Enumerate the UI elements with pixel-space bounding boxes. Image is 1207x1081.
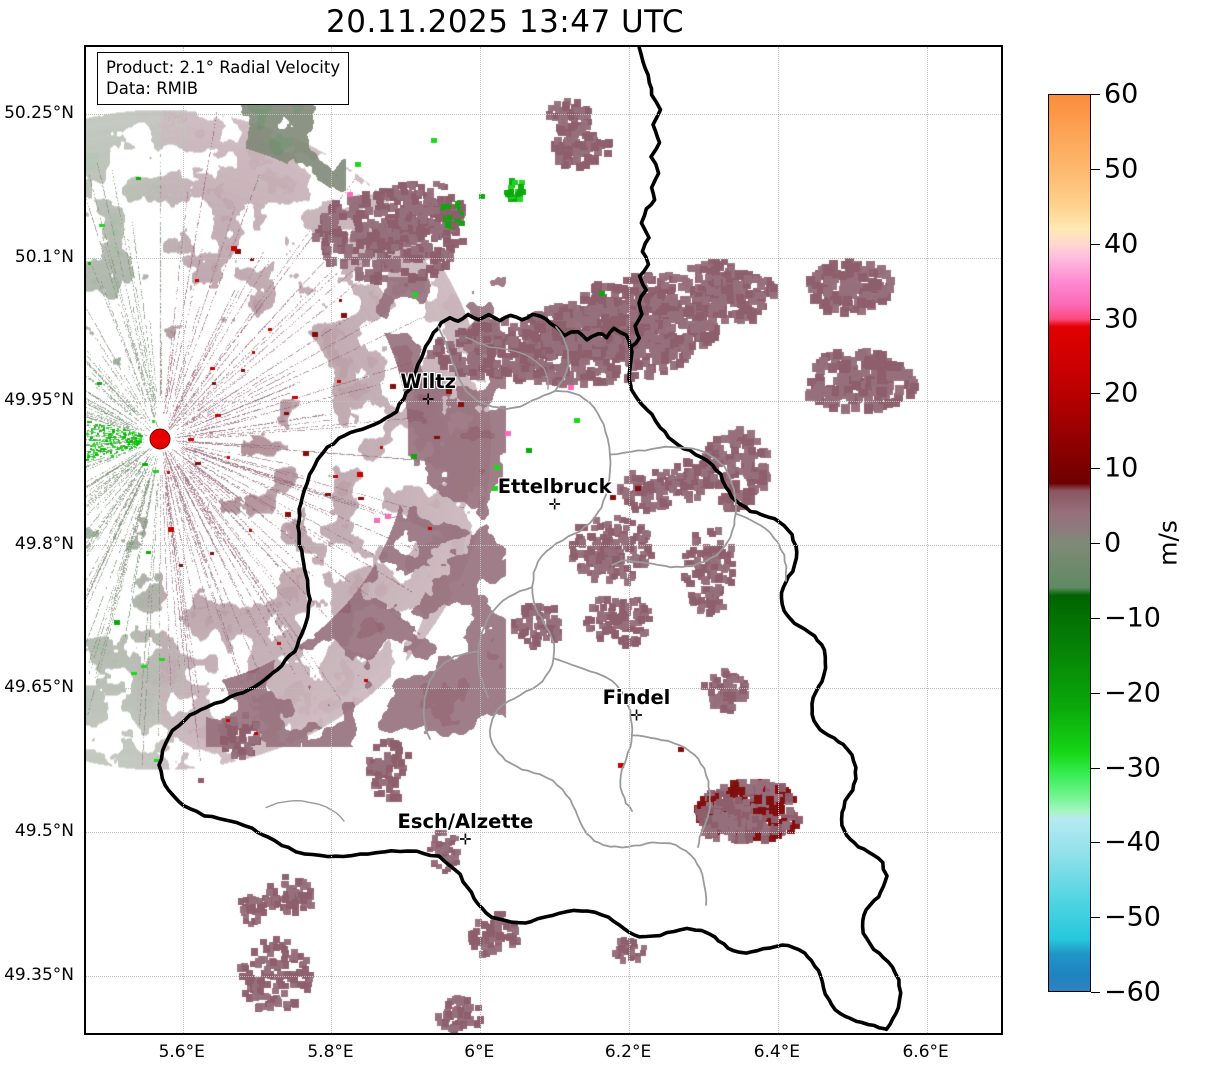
x-axis-tick-4: 6.4°E (753, 1042, 800, 1062)
colorbar-tick-5 (1091, 468, 1100, 470)
gridline-horizontal (86, 975, 1001, 977)
y-axis-tick-0: 50.25°N (4, 103, 74, 123)
gridline-vertical (777, 47, 779, 1033)
colorbar-tick-2 (1091, 243, 1100, 245)
product-info-box: Product: 2.1° Radial Velocity Data: RMIB (97, 52, 350, 106)
internal-boundary-2 (554, 326, 570, 392)
gridline-horizontal (86, 257, 1001, 259)
colorbar-tick-label-5: 10 (1104, 452, 1139, 484)
gridline-horizontal (86, 688, 1001, 690)
river-line-1 (465, 336, 549, 390)
colorbar-tick-4 (1091, 393, 1100, 395)
gridline-vertical (629, 47, 631, 1033)
colorbar-unit-label: m/s (1153, 520, 1183, 566)
border-germany-north (629, 47, 663, 349)
colorbar-tick-label-7: −10 (1104, 602, 1161, 634)
colorbar-tick-6 (1091, 543, 1100, 544)
y-axis-tick-1: 50.1°N (14, 246, 74, 267)
internal-boundary-4 (734, 512, 788, 582)
colorbar-tick-label-1: 50 (1104, 153, 1139, 185)
x-axis-tick-0: 5.6°E (158, 1042, 205, 1062)
colorbar-tick-label-10: −40 (1104, 826, 1161, 858)
colorbar-gradient (1049, 95, 1090, 991)
colorbar-tick-label-12: −60 (1104, 976, 1161, 1008)
y-axis-tick-6: 49.35°N (4, 964, 74, 985)
colorbar-tick-10 (1091, 842, 1100, 844)
river-line-2 (265, 800, 345, 822)
colorbar-tick-3 (1091, 318, 1100, 320)
gridline-vertical (480, 47, 482, 1033)
x-axis-tick-2: 6°E (464, 1042, 495, 1062)
data-source-line: Data: RMIB (106, 79, 199, 99)
colorbar-tick-12 (1091, 992, 1100, 993)
colorbar-tick-7 (1091, 617, 1100, 619)
colorbar-tick-label-3: 30 (1104, 303, 1139, 334)
gridline-horizontal (86, 114, 1001, 115)
page-title: 20.11.2025 13:47 UTC (326, 4, 684, 40)
x-axis-tick-5: 6.6°E (902, 1042, 949, 1062)
colorbar-tick-8 (1091, 692, 1100, 694)
colorbar-tick-9 (1091, 767, 1100, 769)
colorbar (1048, 94, 1091, 992)
gridline-horizontal (86, 401, 1001, 403)
colorbar-tick-1 (1091, 168, 1100, 170)
colorbar-tick-11 (1091, 917, 1100, 919)
product-line: Product: 2.1° Radial Velocity (106, 58, 341, 77)
gridline-horizontal (86, 544, 1001, 546)
colorbar-tick-label-9: −30 (1104, 752, 1161, 783)
gridline-vertical (926, 47, 928, 1033)
x-axis-tick-3: 6.2°E (604, 1042, 652, 1062)
gridline-horizontal (86, 831, 1001, 833)
radar-map-plot[interactable]: Wiltz ✛ Ettelbruck ✛ Findel ✛ Esch/Alzette ✛ (84, 45, 1003, 1035)
internal-boundary-5 (477, 586, 533, 698)
colorbar-tick-label-8: −20 (1104, 677, 1161, 709)
colorbar-tick-0 (1091, 94, 1100, 95)
gridline-vertical (182, 47, 184, 1033)
y-axis-tick-5: 49.5°N (14, 820, 74, 841)
internal-boundary-7 (630, 734, 712, 848)
colorbar-tick-label-2: 40 (1104, 228, 1139, 260)
internal-boundary-1 (437, 325, 708, 906)
border-germany-southeast (627, 345, 903, 1032)
colorbar-tick-label-11: −50 (1104, 901, 1161, 933)
y-axis-tick-2: 49.95°N (4, 390, 74, 411)
gridline-vertical (331, 47, 333, 1033)
border-luxembourg-national (157, 312, 888, 1031)
y-axis-tick-4: 49.65°N (4, 677, 74, 698)
x-axis-tick-1: 5.8°E (307, 1042, 354, 1062)
colorbar-tick-label-4: 20 (1104, 377, 1139, 409)
internal-boundary-6 (553, 657, 634, 812)
radar-station-marker[interactable] (149, 428, 171, 450)
y-axis-tick-3: 49.8°N (14, 533, 74, 554)
colorbar-tick-label-0: 60 (1104, 78, 1139, 110)
map-borders-layer (157, 47, 903, 1032)
internal-boundary-8 (422, 650, 480, 740)
radar-echo-layer (86, 47, 1001, 1033)
colorbar-tick-label-6: 0 (1104, 527, 1122, 559)
